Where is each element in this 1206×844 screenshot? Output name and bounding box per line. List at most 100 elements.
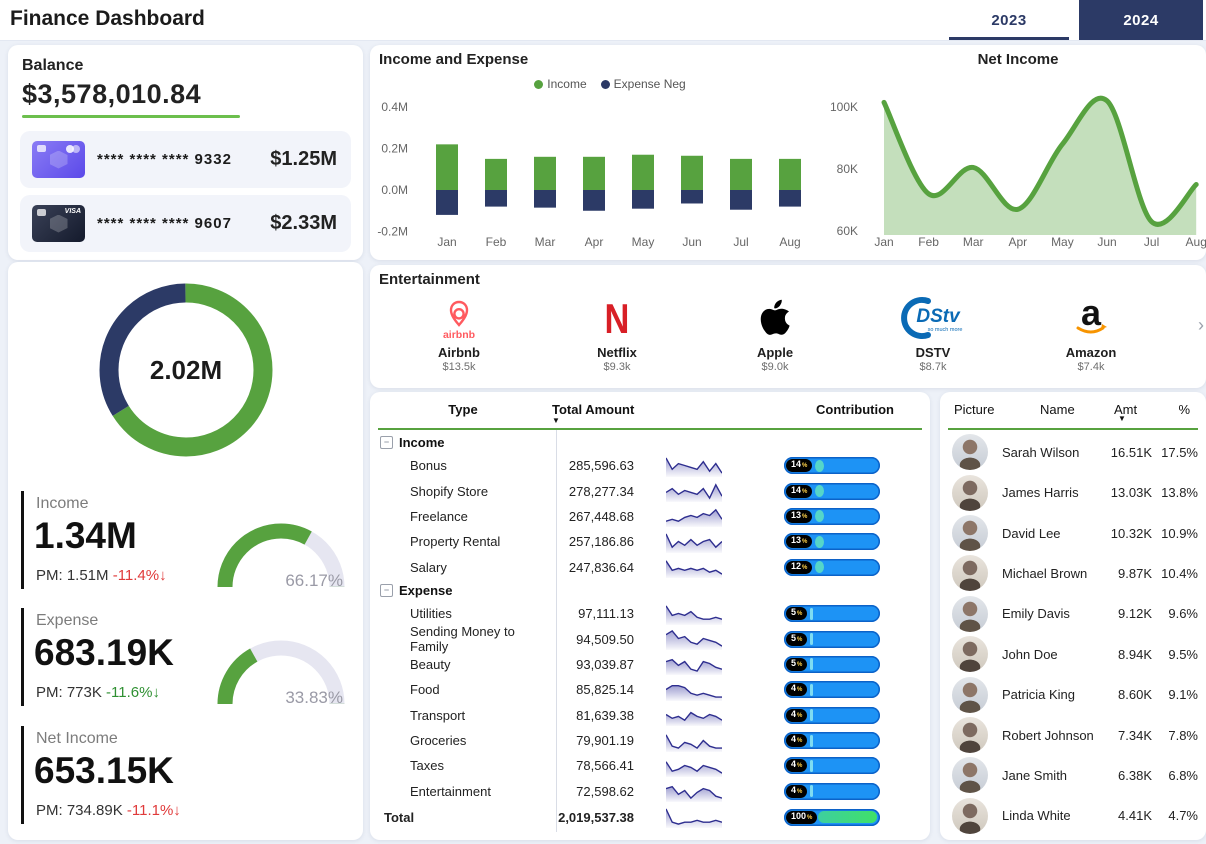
column-divider <box>556 430 557 832</box>
cell-pct: 10.4% <box>1161 565 1198 581</box>
people-table-header: Picture Name Amt % ▼ <box>948 400 1198 426</box>
table-row[interactable]: Salary 247,836.64 12% <box>378 555 922 580</box>
group-row-expense[interactable]: − Expense <box>378 580 922 601</box>
avatar <box>952 434 988 471</box>
table-row[interactable]: Bonus 285,596.63 14% <box>378 453 922 478</box>
avatar <box>952 717 988 754</box>
cell-contribution: 4% <box>784 732 880 750</box>
people-rows: Sarah Wilson 16.51K 17.5% James Harris 13.03… <box>948 432 1198 836</box>
contribution-bar: 13% <box>784 533 880 551</box>
svg-text:Aug: Aug <box>779 235 800 249</box>
entertainment-tile-amazon[interactable]: a Amazon $7.4k <box>1012 293 1170 383</box>
bar-expense-Aug <box>779 190 801 207</box>
kpi-net-income: Net Income 653.15K PM: 734.89K -11.1%↓ <box>8 720 363 830</box>
cell-amt: 16.51K <box>1110 444 1152 460</box>
table-row[interactable]: Beauty 93,039.87 5% <box>378 652 922 677</box>
table-row[interactable]: Transport 81,639.38 4% <box>378 703 922 728</box>
sort-desc-icon: ▼ <box>552 416 560 425</box>
credit-card-image-purple <box>32 141 85 178</box>
entertainment-name: Netflix <box>597 345 637 360</box>
collapse-icon[interactable]: − <box>380 436 393 449</box>
people-table-card: Picture Name Amt % ▼ Sarah Wilson 16.51K 1… <box>940 392 1206 840</box>
svg-text:Jan: Jan <box>874 235 893 249</box>
cell-name: Patricia King <box>1002 687 1075 703</box>
card-chip-icon <box>37 209 46 216</box>
cell-name: Sarah Wilson <box>1002 444 1080 460</box>
cell-amount: 85,825.14 <box>576 682 634 698</box>
column-header-amt[interactable]: Amt <box>1114 402 1138 417</box>
group-row-income[interactable]: − Income <box>378 432 922 453</box>
income-gauge-chart[interactable]: 66.17% <box>211 517 351 593</box>
cell-amt: 13.03K <box>1110 485 1152 501</box>
kpi-income-label: Income <box>36 495 89 512</box>
contribution-marker <box>810 633 813 646</box>
entertainment-tile-dstv[interactable]: DStv so much more DSTV $8.7k <box>854 293 1012 383</box>
bar-expense-Mar <box>534 190 556 208</box>
entertainment-tile-airbnb[interactable]: airbnb Airbnb $13.5k <box>380 293 538 383</box>
table-row[interactable]: Jane Smith 6.38K 6.8% <box>948 755 1198 795</box>
contribution-bar: 4% <box>784 732 880 750</box>
table-row[interactable]: Taxes 78,566.41 4% <box>378 753 922 778</box>
table-row[interactable]: Entertainment 72,598.62 4% <box>378 779 922 804</box>
collapse-icon[interactable]: − <box>380 583 393 597</box>
contribution-marker <box>815 459 825 472</box>
entertainment-tile-netflix[interactable]: N Netflix $9.3k <box>538 293 696 383</box>
entertainment-name: Amazon <box>1065 345 1117 360</box>
contribution-bar: 4% <box>784 706 880 724</box>
column-header-picture[interactable]: Picture <box>954 402 995 417</box>
column-header-contribution[interactable]: Contribution <box>816 402 894 417</box>
entertainment-value: $9.0k <box>761 361 789 373</box>
table-row[interactable]: David Lee 10.32K 10.9% <box>948 513 1198 553</box>
kpi-expense-pm: PM: 773K -11.6%↓ <box>36 684 160 701</box>
sparkline-chart <box>665 533 723 553</box>
balance-amount: $3,578,010.84 <box>22 79 202 109</box>
table-row[interactable]: Property Rental 257,186.86 13% <box>378 529 922 554</box>
svg-text:100K: 100K <box>830 100 858 114</box>
column-header-pct[interactable]: % <box>1178 402 1190 417</box>
tab-2024[interactable]: 2024 <box>1079 0 1203 40</box>
column-header-type[interactable]: Type <box>448 402 478 417</box>
cell-amount: 97,111.13 <box>578 606 634 622</box>
cell-contribution: 14% <box>784 457 880 475</box>
table-row[interactable]: John Doe 8.94K 9.5% <box>948 634 1198 674</box>
contribution-pct-badge: 100% <box>786 810 818 824</box>
contribution-marker <box>810 785 813 798</box>
avatar <box>952 757 988 794</box>
bar-income-Aug <box>779 158 801 190</box>
table-row[interactable]: Food 85,825.14 4% <box>378 677 922 702</box>
column-header-total-amount[interactable]: Total Amount ▼ <box>552 402 635 425</box>
net-income-chart-title: Net Income <box>977 51 1059 68</box>
table-row[interactable]: Utilities 97,111.13 5% <box>378 601 922 626</box>
entertainment-tile-apple[interactable]: Apple $9.0k <box>696 293 854 383</box>
table-row[interactable]: Patricia King 8.60K 9.1% <box>948 674 1198 714</box>
credit-card-row-2[interactable]: VISA **** **** **** 9607 $2.33M <box>20 195 351 252</box>
svg-text:Mar: Mar <box>535 235 556 249</box>
table-row[interactable]: Michael Brown 9.87K 10.4% <box>948 553 1198 593</box>
table-row[interactable]: Emily Davis 9.12K 9.6% <box>948 594 1198 634</box>
table-row[interactable]: Robert Johnson 7.34K 7.8% <box>948 715 1198 755</box>
income-expense-donut-chart[interactable]: 2.02M <box>91 275 281 465</box>
table-row[interactable]: Linda White 4.41K 4.7% <box>948 796 1198 836</box>
income-expense-bar-chart[interactable]: 0.4M 0.2M 0.0M -0.2M Jan Feb Mar Apr May Jun Jul Au… <box>370 95 830 260</box>
sparkline-chart <box>665 509 723 528</box>
table-row-total[interactable]: Total 2,019,537.38 100% <box>378 804 922 830</box>
table-row[interactable]: Sarah Wilson 16.51K 17.5% <box>948 432 1198 472</box>
table-row[interactable]: Shopify Store 278,277.34 14% <box>378 478 922 503</box>
svg-text:Apr: Apr <box>585 235 604 249</box>
table-row[interactable]: Freelance 267,448.68 13% <box>378 504 922 529</box>
cell-name: John Doe <box>1002 646 1058 662</box>
table-row[interactable]: James Harris 13.03K 13.8% <box>948 472 1198 512</box>
cell-contribution: 14% <box>784 482 880 500</box>
credit-card-row-1[interactable]: **** **** **** 9332 $1.25M <box>20 131 351 188</box>
card-amount: $2.33M <box>270 212 337 234</box>
carousel-next-icon[interactable]: › <box>1198 315 1204 335</box>
net-income-area-chart[interactable]: 100K 80K 60K Jan Feb Mar Apr May Jun Jul Aug <box>830 95 1206 260</box>
expense-gauge-chart[interactable]: 33.83% <box>211 634 351 710</box>
table-row[interactable]: Groceries 79,901.19 4% <box>378 728 922 753</box>
app-header: Finance Dashboard 2023 2024 <box>0 0 1206 41</box>
table-row[interactable]: Sending Money to Family 94,509.50 5% <box>378 624 922 654</box>
column-header-name[interactable]: Name <box>1040 402 1075 417</box>
cell-type: Bonus <box>410 458 447 474</box>
cell-amt: 8.94K <box>1118 646 1152 662</box>
tab-2023[interactable]: 2023 <box>947 0 1071 40</box>
